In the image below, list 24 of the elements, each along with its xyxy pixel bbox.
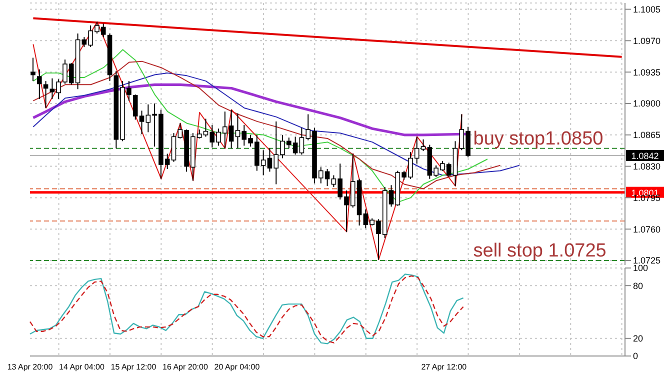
y-tick-label: 1.0865 — [633, 130, 661, 140]
line-series — [32, 21, 462, 260]
x-tick-label: 13 Apr 20:00 — [7, 362, 54, 372]
annotation: sell stop 1.0725 — [473, 240, 606, 262]
y-tick-label: 100 — [633, 263, 648, 274]
y-tick-label: 1.1005 — [633, 4, 661, 14]
x-tick-label: 15 Apr 12:00 — [110, 362, 157, 372]
y-tick-label: 1.0725 — [633, 256, 661, 266]
y-tick-label: 80 — [633, 280, 644, 291]
x-tick-label: 14 Apr 04:00 — [59, 362, 105, 372]
candlestick — [30, 57, 36, 82]
y-tick-label: 20 — [633, 334, 644, 344]
y-tick-label: 1.0760 — [633, 224, 661, 234]
x-tick-label: 27 Apr 12:00 — [421, 362, 468, 372]
y-tick-label: 1.0935 — [633, 67, 661, 78]
y-tick-label: 0 — [633, 351, 638, 362]
annotation: buy stop1.0850 — [473, 128, 604, 150]
x-tick-label: 20 Apr 04:00 — [214, 362, 260, 372]
x-tick-label: 16 Apr 20:00 — [162, 362, 208, 372]
ref-line-label: 1.0842 — [631, 151, 659, 162]
y-tick-label: 1.0830 — [633, 161, 661, 172]
candlestick — [37, 68, 42, 100]
y-tick-label: 1.0900 — [633, 98, 661, 109]
y-tick-label: 1.0970 — [633, 36, 661, 46]
